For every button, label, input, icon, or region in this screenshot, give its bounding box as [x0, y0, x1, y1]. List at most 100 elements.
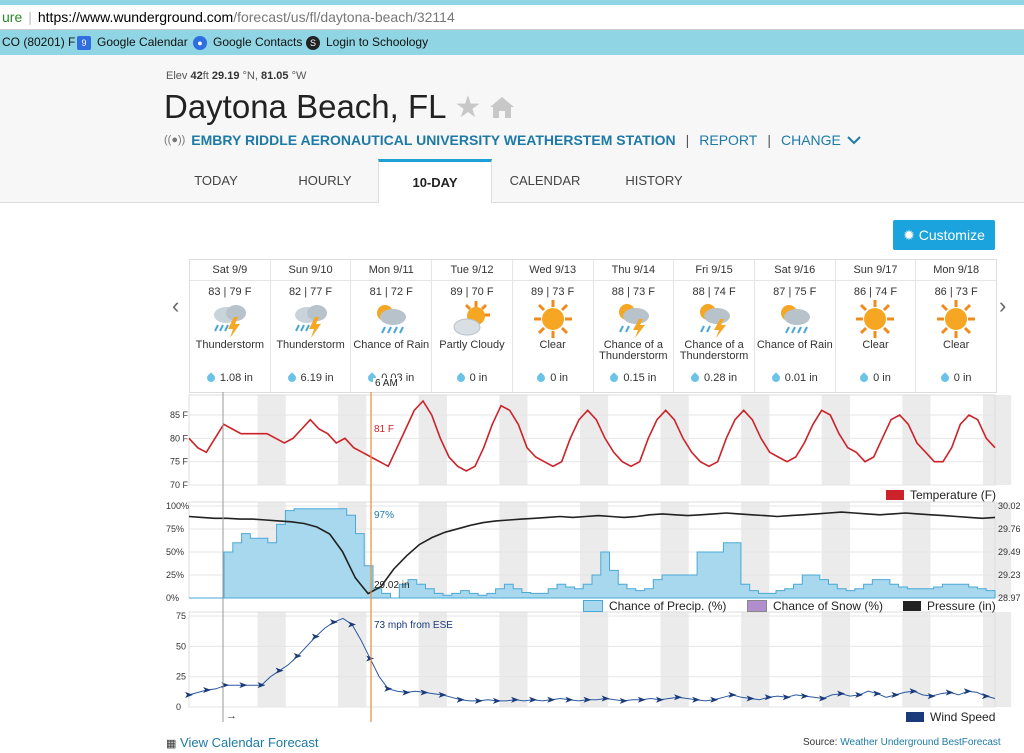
pressure-line	[188, 511, 996, 595]
wind-direction-arrow	[601, 695, 610, 702]
precip-amount: 0 in	[953, 372, 972, 384]
tab-calendar[interactable]: CALENDAR	[509, 173, 581, 188]
night-band	[579, 612, 609, 707]
day-precip: 0 in	[513, 372, 593, 384]
day-precip: 1.08 in	[190, 372, 270, 384]
day-card[interactable]: Tue 9/12 89 | 70 F Partly Cloudy 0 in	[432, 260, 513, 392]
partly-cloudy-icon	[432, 298, 512, 340]
change-link[interactable]: CHANGE	[780, 132, 841, 148]
precip-tick-label: 0%	[166, 593, 179, 603]
night-band	[338, 612, 367, 707]
wind-direction-arrow	[492, 697, 501, 704]
report-link[interactable]: REPORT	[699, 132, 758, 148]
view-calendar-link[interactable]: ▦ View Calendar Forecast	[166, 735, 319, 750]
day-temps: 86 | 73 F	[934, 286, 978, 298]
raindrop-icon	[535, 372, 547, 384]
wind-direction-arrow	[710, 696, 719, 703]
day-card[interactable]: Sat 9/9 83 | 79 F Thunderstorm 1.08 in	[190, 260, 271, 392]
station-bar: ((●)) EMBRY RIDDLE AERONAUTICAL UNIVERSI…	[164, 132, 861, 148]
lon-unit: °W	[291, 70, 307, 82]
customize-button[interactable]: ✹ Customize	[893, 220, 995, 250]
address-bar[interactable]: ure | https://www.wunderground.com/forecas…	[0, 5, 1024, 30]
wind-direction-arrow	[474, 697, 483, 704]
day-card[interactable]: Sun 9/10 82 | 77 F Thunderstorm 6.19 in	[270, 260, 352, 392]
day-name: Wed 9/13	[512, 260, 593, 281]
pressure-tick-label: 30.02	[998, 501, 1021, 511]
url-security-label: ure	[2, 9, 23, 25]
day-condition: Clear	[539, 339, 566, 351]
wind-direction-arrow	[456, 696, 465, 703]
legend-label: Temperature (F)	[910, 488, 997, 502]
wind-direction-arrow	[855, 691, 864, 698]
chance-tstorm-icon	[594, 298, 674, 340]
wind-direction-arrow	[692, 696, 701, 703]
day-temps: 86 | 74 F	[853, 286, 898, 298]
raindrop-icon	[689, 372, 701, 384]
bookmark-schoology[interactable]: S Login to Schoology	[306, 30, 428, 55]
precip-tick-label: 100%	[166, 501, 189, 511]
wind-direction-arrow	[782, 694, 791, 701]
star-icon[interactable]: ★	[454, 90, 482, 124]
precip-amount: 0 in	[469, 372, 488, 384]
day-card[interactable]: Sun 9/17 86 | 74 F Clear 0 in	[835, 260, 917, 392]
night-band	[257, 612, 286, 707]
bookmark-label: Login to Schoology	[326, 35, 429, 49]
legend-label: Pressure (in)	[927, 599, 996, 613]
bookmark-google-calendar[interactable]: 9 Google Calendar	[77, 30, 188, 55]
station-name[interactable]: EMBRY RIDDLE AERONAUTICAL UNIVERSITY WEA…	[191, 132, 676, 148]
day-card[interactable]: Mon 9/18 86 | 73 F Clear 0 in	[916, 260, 997, 392]
next-arrow-icon[interactable]: ›	[999, 293, 1007, 318]
elevation-coordinates: Elev 42ft 29.19 °N, 81.05 °W	[166, 70, 306, 82]
wind-direction-arrow	[837, 690, 846, 697]
tab-today[interactable]: TODAY	[194, 173, 238, 188]
chevron-down-icon[interactable]	[847, 135, 861, 145]
wind-direction-arrow	[402, 689, 411, 696]
divider: |	[685, 132, 690, 148]
day-temps: 88 | 74 F	[692, 286, 736, 298]
night-band	[821, 612, 850, 707]
day-card[interactable]: Fri 9/15 88 | 74 F Chance of a Thunderstor…	[674, 260, 755, 392]
day-card[interactable]: Thu 9/14 88 | 73 F Chance of a Thunderstor…	[593, 260, 675, 392]
wind-direction-arrow	[275, 667, 284, 674]
thunderstorm-icon	[271, 298, 351, 340]
wind-direction-arrow	[927, 693, 936, 700]
day-card[interactable]: Wed 9/13 89 | 73 F Clear 0 in	[512, 260, 594, 392]
schoology-icon: S	[306, 35, 320, 50]
precip-amount: 0 in	[873, 372, 891, 384]
pressure-tick-label: 28.97	[998, 593, 1021, 603]
tab-hourly[interactable]: HOURLY	[298, 173, 352, 188]
wind-direction-arrow	[221, 682, 230, 689]
home-icon[interactable]	[489, 95, 515, 119]
legend-temperature[interactable]: Temperature (F)	[886, 488, 996, 502]
day-condition: Chance of a Thunderstorm	[599, 339, 668, 362]
cursor-arrow: →	[226, 710, 237, 722]
pressure-readout: 29.02 in	[374, 580, 410, 591]
bookmark-google-contacts[interactable]: ● Google Contacts	[193, 30, 302, 55]
legend-precip[interactable]: Chance of Precip. (%)	[583, 599, 726, 613]
night-band	[418, 502, 447, 598]
previous-arrow-icon[interactable]: ‹	[172, 293, 180, 318]
night-band	[902, 502, 931, 598]
day-temps: 89 | 73 F	[531, 286, 575, 298]
tab-10-day[interactable]: 10-DAY	[378, 159, 492, 203]
wind-direction-arrow	[764, 694, 773, 701]
precip-amount: 0.01 in	[784, 372, 818, 384]
day-card[interactable]: Sat 9/16 87 | 75 F Chance of Rain 0.01 in	[754, 260, 836, 392]
day-temps: 83 | 79 F	[208, 286, 252, 298]
wind-direction-arrow	[981, 693, 990, 700]
chance-tstorm-icon	[674, 298, 754, 340]
tab-history[interactable]: HISTORY	[625, 173, 683, 188]
legend-pressure[interactable]: Pressure (in)	[903, 599, 996, 613]
day-condition: Thunderstorm	[276, 339, 345, 351]
calendar-icon: ▦	[166, 738, 177, 750]
day-name: Fri 9/15	[674, 260, 754, 281]
source-link[interactable]: Weather Underground BestForecast	[840, 737, 1001, 748]
raindrop-icon	[205, 372, 217, 384]
legend-wind[interactable]: Wind Speed	[906, 710, 995, 724]
legend-snow[interactable]: Chance of Snow (%)	[747, 599, 883, 613]
day-precip: 0 in	[916, 372, 996, 384]
day-temps: 88 | 73 F	[611, 286, 655, 298]
day-precip: 6.19 in	[271, 372, 351, 384]
bookmark-co[interactable]: CO (80201) F	[2, 30, 75, 55]
